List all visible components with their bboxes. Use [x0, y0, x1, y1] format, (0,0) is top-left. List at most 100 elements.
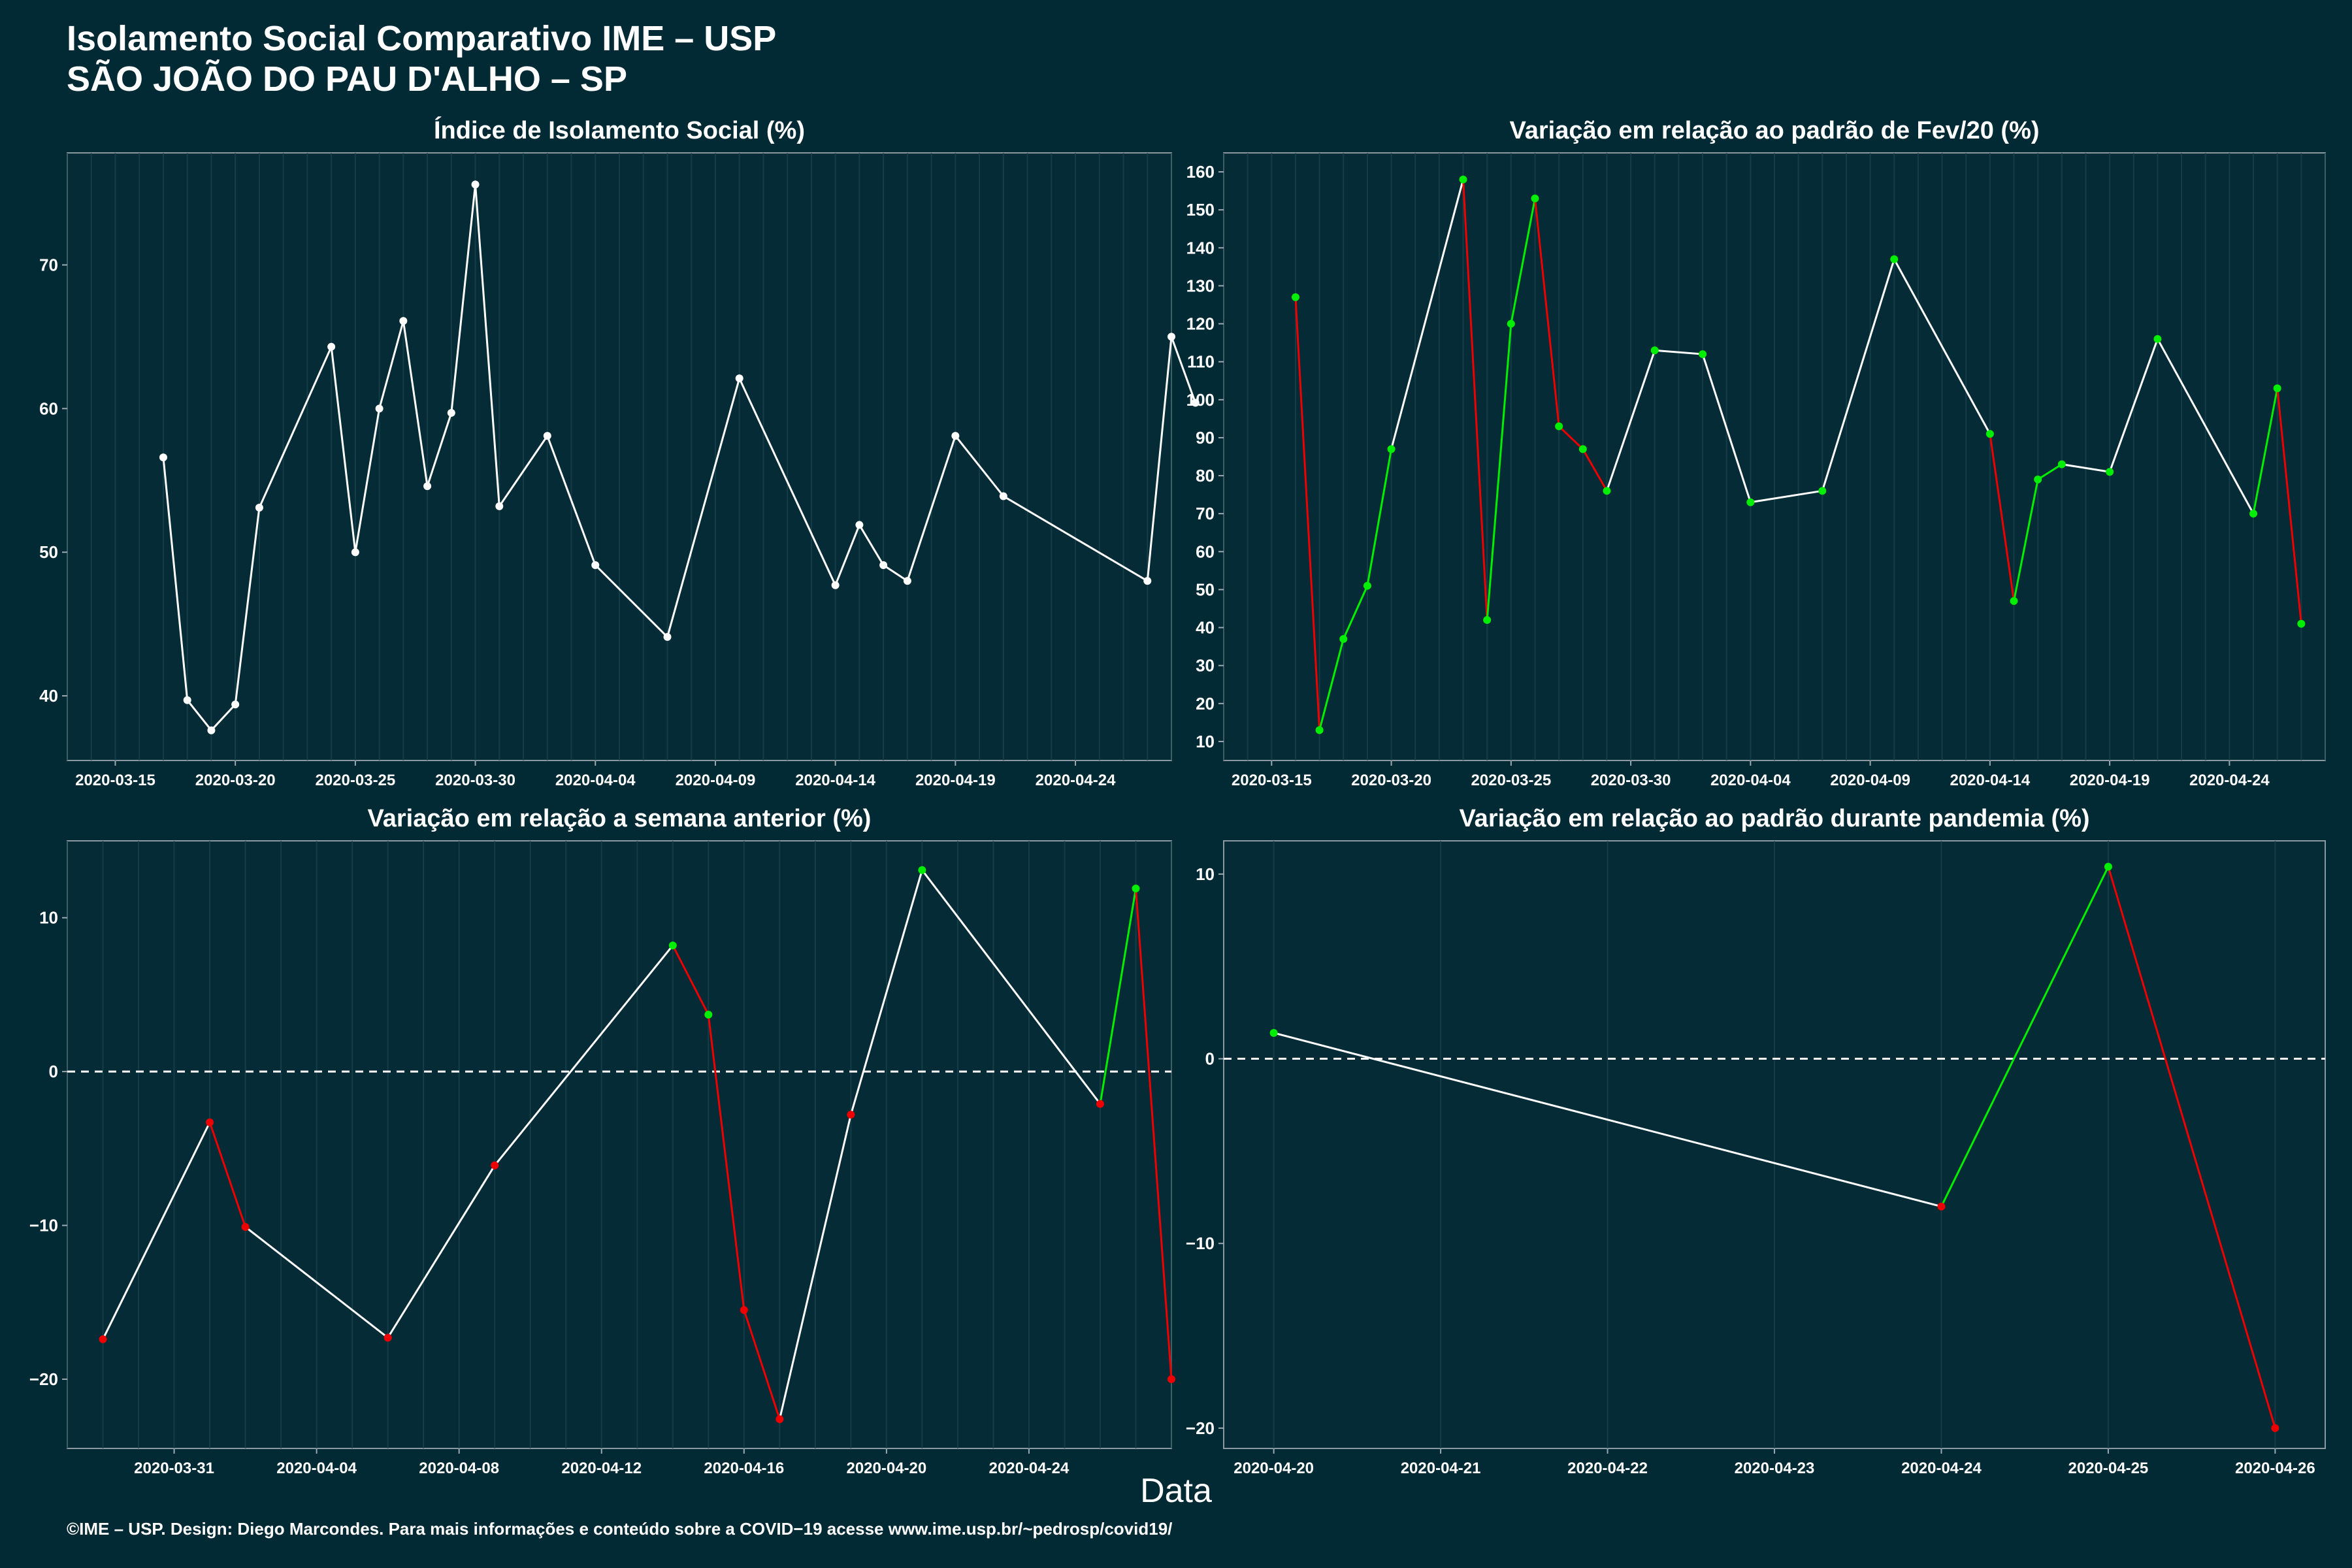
x-tick-label: 2020-04-16	[704, 1460, 784, 1477]
footer-credits: ©IME – USP. Design: Diego Marcondes. Par…	[67, 1519, 1173, 1539]
data-point	[2034, 475, 2042, 483]
x-tick-label: 2020-04-09	[1830, 772, 1910, 789]
title-line-1: Isolamento Social Comparativo IME – USP	[67, 19, 777, 58]
x-tick-label: 2020-03-15	[1232, 772, 1312, 789]
chart-title: Variação em relação ao padrão de Fev/20 …	[1509, 117, 2039, 144]
data-point	[1578, 445, 1587, 453]
data-point	[447, 408, 455, 417]
series-segment	[402, 321, 429, 487]
x-tick-label: 2020-04-22	[1567, 1460, 1648, 1477]
plot-area	[67, 840, 1172, 1449]
data-point	[1555, 422, 1563, 431]
series-segment	[354, 408, 381, 553]
series-segment	[595, 564, 668, 638]
x-tick-label: 2020-04-04	[1710, 772, 1791, 789]
data-point	[1132, 884, 1140, 892]
series-segment	[906, 435, 956, 581]
data-point	[495, 502, 504, 510]
series-segment	[1821, 259, 1895, 491]
series-segment	[738, 378, 837, 586]
data-point	[1531, 194, 1539, 203]
series-segment	[1533, 198, 1560, 427]
data-point	[2057, 460, 2066, 468]
x-tick-label: 2020-03-20	[1351, 772, 1431, 789]
chart-panel-2: Variação em relação ao padrão de Fev/20 …	[1186, 117, 2326, 789]
y-tick-label: 20	[1196, 694, 1215, 713]
series-segment	[1134, 888, 1173, 1380]
data-point	[1143, 577, 1152, 585]
x-tick-label: 2020-04-12	[561, 1460, 642, 1477]
x-tick-label: 2020-04-19	[915, 772, 996, 789]
data-point	[471, 180, 480, 189]
data-point	[2273, 384, 2281, 393]
data-point	[831, 581, 840, 589]
data-point	[999, 492, 1007, 500]
x-tick-label: 2020-04-24	[1901, 1460, 1982, 1477]
data-point	[1650, 346, 1659, 355]
series-segment	[778, 1114, 852, 1420]
y-tick-label: 110	[1187, 352, 1215, 372]
x-tick-label: 2020-04-23	[1735, 1460, 1815, 1477]
series-segment	[707, 1014, 745, 1311]
y-tick-label: −10	[1186, 1233, 1215, 1253]
series-segment	[743, 1309, 781, 1420]
data-point	[1746, 498, 1755, 506]
series-segment	[1318, 638, 1345, 730]
y-tick-label: 50	[1196, 580, 1215, 599]
series-segment	[494, 945, 674, 1166]
series-segment	[955, 435, 1004, 497]
series-segment	[666, 378, 741, 638]
series-segment	[1750, 489, 1823, 504]
x-axis-label: Data	[1140, 1472, 1212, 1510]
data-point	[1339, 635, 1348, 643]
data-point	[1483, 615, 1492, 624]
chart-panel-1: Índice de Isolamento Social (%) 2020-03-1…	[39, 116, 1200, 789]
series-segment	[1003, 495, 1149, 582]
y-tick-label: 60	[39, 399, 58, 418]
data-point	[1507, 319, 1515, 328]
series-segment	[1462, 179, 1488, 621]
series-segment	[2252, 388, 2279, 514]
series-segment	[1606, 350, 1656, 491]
y-tick-label: 60	[1196, 542, 1215, 561]
data-point	[668, 941, 677, 950]
series-segment	[672, 945, 710, 1015]
series-segment	[1273, 1032, 1942, 1208]
y-tick-label: −20	[29, 1369, 58, 1389]
data-point	[206, 1118, 214, 1126]
data-point	[2271, 1424, 2279, 1432]
data-point	[491, 1161, 499, 1169]
series-segment	[378, 320, 404, 409]
y-tick-label: 70	[1196, 504, 1215, 523]
y-tick-label: 0	[49, 1062, 58, 1081]
chart-panel-4: Variação em relação ao padrão durante pa…	[1186, 805, 2326, 1477]
series-segment	[102, 1122, 211, 1340]
series-segment	[1989, 433, 2016, 602]
series-segment	[883, 564, 908, 582]
y-tick-label: 0	[1205, 1049, 1215, 1069]
x-tick-label: 2020-04-25	[2068, 1460, 2149, 1477]
data-point	[241, 1222, 250, 1231]
x-tick-label: 2020-04-24	[989, 1460, 1070, 1477]
series-segment	[474, 184, 500, 506]
data-point	[1890, 255, 1899, 263]
data-point	[207, 726, 216, 734]
y-tick-label: 10	[1196, 732, 1215, 751]
data-point	[903, 577, 911, 585]
series-segment	[1893, 259, 1991, 434]
data-point	[1459, 175, 1467, 184]
series-segment	[858, 524, 885, 566]
series-segment	[1940, 866, 2110, 1207]
y-tick-label: 10	[1196, 864, 1215, 884]
data-point	[2106, 468, 2114, 476]
y-tick-label: −20	[1186, 1418, 1215, 1438]
data-point	[2104, 862, 2112, 871]
series-segment	[498, 435, 549, 507]
data-point	[879, 561, 888, 569]
data-point	[1191, 399, 1200, 407]
data-point	[2153, 335, 2162, 343]
y-tick-label: 130	[1186, 276, 1215, 295]
data-point	[1291, 293, 1299, 301]
data-point	[255, 504, 263, 512]
